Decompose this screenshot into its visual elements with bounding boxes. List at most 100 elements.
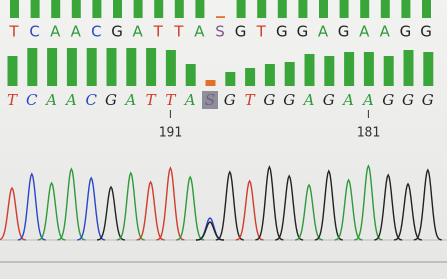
trace-peak xyxy=(236,181,264,240)
quality-bar xyxy=(113,0,122,18)
base-letter: T xyxy=(165,91,176,109)
screenshot: TCAACGATTASGTGGAGAAGGTCAACGATTASGTGGAGAA… xyxy=(0,0,447,279)
base-letter: A xyxy=(194,23,205,41)
quality-bar xyxy=(134,0,143,18)
base-letter: A xyxy=(302,91,315,109)
quality-bar xyxy=(298,0,307,18)
trace-peak xyxy=(414,170,442,240)
base-letter: S xyxy=(205,91,215,109)
trace-peak xyxy=(137,182,165,240)
quality-bar xyxy=(237,0,246,18)
trace-peak xyxy=(374,175,402,240)
base-letter: T xyxy=(245,91,256,109)
quality-bar xyxy=(206,80,216,86)
quality-bar xyxy=(278,0,287,18)
quality-bar xyxy=(285,62,295,86)
quality-bar xyxy=(319,0,328,18)
trace-peak xyxy=(315,171,343,240)
base-letter: C xyxy=(85,91,97,109)
base-letter: A xyxy=(50,23,61,41)
quality-bar xyxy=(422,0,431,18)
trace-peak xyxy=(176,177,204,240)
quality-bar xyxy=(324,56,334,86)
quality-bar xyxy=(344,52,354,86)
quality-bar xyxy=(401,0,410,18)
base-letter: C xyxy=(91,23,101,41)
trace-peak xyxy=(394,184,422,240)
base-letter: G xyxy=(400,23,412,41)
quality-bar xyxy=(195,0,204,18)
quality-bar xyxy=(154,0,163,18)
quality-bar xyxy=(92,0,101,18)
base-letter: G xyxy=(402,91,414,109)
base-letter: T xyxy=(153,23,164,41)
quality-bar xyxy=(340,0,349,18)
quality-bar xyxy=(87,48,97,86)
position-label: 191 xyxy=(159,126,182,141)
base-letter: A xyxy=(361,91,374,109)
base-letter: G xyxy=(276,23,288,41)
quality-bar xyxy=(126,48,136,86)
quality-bar xyxy=(8,56,18,86)
base-letter: C xyxy=(26,91,38,109)
base-letter: S xyxy=(215,23,225,41)
base-letter: A xyxy=(359,23,370,41)
trace-peak xyxy=(295,185,323,240)
quality-bar xyxy=(51,0,60,18)
base-letter: A xyxy=(44,91,57,109)
quality-bar xyxy=(245,68,255,86)
trace-peak xyxy=(18,174,46,240)
base-letter: C xyxy=(29,23,39,41)
trace-peak xyxy=(216,172,244,240)
base-letter: G xyxy=(105,91,117,109)
quality-bar xyxy=(384,56,394,86)
trace-peak xyxy=(77,178,105,240)
base-letter: G xyxy=(420,23,432,41)
base-letter: G xyxy=(323,91,335,109)
quality-bar xyxy=(107,48,117,86)
base-letter: A xyxy=(71,23,82,41)
trace-peak xyxy=(57,169,85,240)
trace-peak xyxy=(97,187,125,240)
quality-bar xyxy=(175,0,184,18)
quality-bar xyxy=(404,50,414,86)
base-letter: A xyxy=(132,23,143,41)
base-letter: G xyxy=(224,91,236,109)
quality-bar xyxy=(47,48,57,86)
base-letter: G xyxy=(297,23,309,41)
base-letter: A xyxy=(380,23,391,41)
base-letter: A xyxy=(318,23,329,41)
base-letter: A xyxy=(183,91,196,109)
quality-bar xyxy=(186,64,196,86)
quality-bar xyxy=(146,48,156,86)
quality-bar xyxy=(72,0,81,18)
trace-peak xyxy=(0,188,26,240)
base-letter: T xyxy=(256,23,267,41)
quality-bar xyxy=(67,48,77,86)
quality-bar xyxy=(166,50,176,86)
base-letter: G xyxy=(382,91,394,109)
base-letter: A xyxy=(341,91,354,109)
position-label: 181 xyxy=(357,126,380,141)
trace-peak xyxy=(156,168,184,240)
base-letter: T xyxy=(146,91,157,109)
trace-peak xyxy=(255,167,283,240)
trace-peak xyxy=(354,166,382,240)
base-letter: T xyxy=(173,23,184,41)
trace-peak xyxy=(275,176,303,240)
base-letter: G xyxy=(111,23,123,41)
quality-bar xyxy=(225,72,235,86)
base-letter: T xyxy=(7,91,18,109)
quality-bar xyxy=(360,0,369,18)
base-letter: G xyxy=(422,91,434,109)
base-letter: A xyxy=(64,91,77,109)
base-letter: G xyxy=(235,23,247,41)
base-letter: G xyxy=(283,91,295,109)
trace-peak xyxy=(117,173,145,240)
quality-bar xyxy=(257,0,266,18)
base-letter: A xyxy=(123,91,136,109)
quality-bar xyxy=(10,0,19,18)
quality-bar xyxy=(216,16,225,18)
quality-bar xyxy=(305,54,315,86)
quality-bar xyxy=(27,48,37,86)
